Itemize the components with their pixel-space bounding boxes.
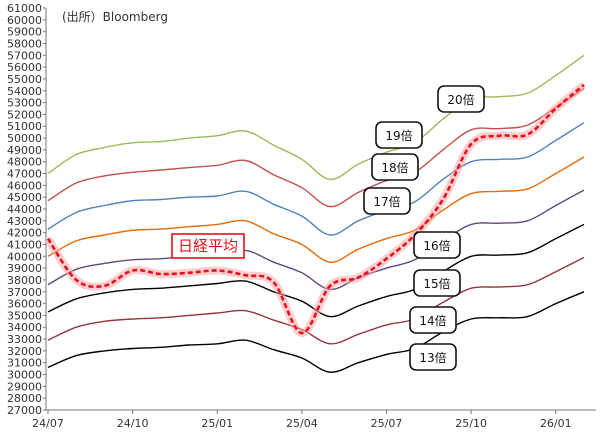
series-line [47, 189, 585, 291]
annotations: 日経平均 20倍 19倍 18倍 17倍 16倍 15倍 14倍 13倍 [171, 85, 485, 371]
y-tick-label: 60000 [7, 14, 42, 27]
per-label-box [409, 306, 457, 334]
y-tick-label: 47000 [7, 168, 42, 181]
per-label-box [371, 153, 419, 181]
series-line [47, 54, 585, 181]
y-tick-label: 42000 [7, 227, 42, 240]
y-tick-label: 28000 [7, 392, 42, 405]
per-label: 20倍 [447, 92, 474, 107]
y-tick-label: 51000 [7, 120, 42, 133]
x-tick-label: 25/10 [455, 417, 487, 430]
series-line [47, 156, 585, 263]
per-label-box [413, 231, 461, 259]
y-tick-label: 37000 [7, 286, 42, 299]
y-tick-label: 54000 [7, 85, 42, 98]
series-line [47, 122, 585, 236]
series-lines [47, 54, 585, 373]
per-label: 18倍 [381, 160, 408, 175]
per-label: 14倍 [419, 313, 446, 328]
y-tick-label: 49000 [7, 144, 42, 157]
nikkei-glow [44, 81, 587, 338]
y-tick-label: 27000 [7, 404, 42, 417]
per-label-box [375, 121, 423, 149]
y-tick-label: 31000 [7, 357, 42, 370]
series-line [47, 256, 585, 345]
per-label-box [413, 269, 461, 297]
y-tick-label: 61000 [7, 2, 42, 15]
nikkei-label-box [171, 233, 245, 259]
y-tick-label: 29000 [7, 380, 42, 393]
per-label-box [437, 85, 485, 113]
y-tick-label: 38000 [7, 274, 42, 287]
per-label: 19倍 [385, 128, 412, 143]
source-label: (出所）Bloomberg [62, 10, 168, 24]
y-tick-label: 55000 [7, 73, 42, 86]
y-tick-label: 58000 [7, 37, 42, 50]
y-tick-label: 40000 [7, 250, 42, 263]
y-tick-label: 59000 [7, 26, 42, 39]
y-tick-label: 46000 [7, 179, 42, 192]
y-tick-label: 43000 [7, 215, 42, 228]
y-tick-label: 44000 [7, 203, 42, 216]
per-label-box [409, 343, 457, 371]
x-tick-label: 25/07 [371, 417, 403, 430]
nikkei-label: 日経平均 [178, 237, 238, 255]
series-line [47, 291, 585, 373]
x-tick-label: 24/10 [117, 417, 149, 430]
nikkei-line [44, 81, 587, 338]
y-tick-label: 56000 [7, 61, 42, 74]
y-tick-label: 30000 [7, 369, 42, 382]
y-tick-label: 39000 [7, 262, 42, 275]
per-label-box [363, 187, 411, 215]
x-tick-label: 25/01 [201, 417, 233, 430]
y-tick-label: 48000 [7, 156, 42, 169]
series-line [47, 87, 585, 208]
y-tick-label: 53000 [7, 97, 42, 110]
y-tick-label: 35000 [7, 309, 42, 322]
y-tick-labels: 2700028000290003000031000320003300034000… [7, 2, 46, 417]
x-tick-label: 24/07 [32, 417, 64, 430]
y-tick-label: 36000 [7, 298, 42, 311]
y-tick-label: 57000 [7, 49, 42, 62]
per-label: 15倍 [423, 276, 450, 291]
y-tick-label: 50000 [7, 132, 42, 145]
y-tick-label: 34000 [7, 321, 42, 334]
x-tick-label: 26/01 [540, 417, 572, 430]
y-tick-label: 45000 [7, 191, 42, 204]
y-tick-label: 33000 [7, 333, 42, 346]
axes [45, 8, 596, 411]
x-tick-labels: 24/07 24/10 25/01 25/04 25/07 25/10 26/01 [32, 410, 572, 430]
per-label: 16倍 [423, 238, 450, 253]
y-tick-label: 41000 [7, 238, 42, 251]
y-tick-label: 52000 [7, 108, 42, 121]
per-label: 13倍 [419, 350, 446, 365]
per-label: 17倍 [373, 194, 400, 209]
nikkei-line-path [46, 83, 585, 335]
x-tick-label: 25/04 [286, 417, 318, 430]
y-tick-label: 32000 [7, 345, 42, 358]
